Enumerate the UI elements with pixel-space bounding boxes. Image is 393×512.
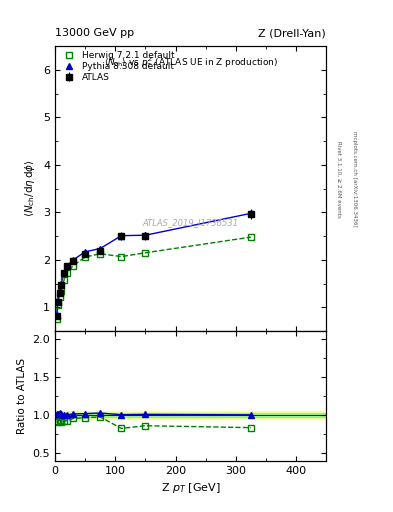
Pythia 8.308 default — [143, 232, 148, 238]
Y-axis label: $\langle N_{\rm ch}/{\rm d}\eta\,{\rm d}\phi\rangle$: $\langle N_{\rm ch}/{\rm d}\eta\,{\rm d}… — [24, 160, 37, 218]
Herwig 7.2.1 default — [65, 270, 70, 276]
Text: ATLAS_2019_I1736531: ATLAS_2019_I1736531 — [143, 218, 239, 227]
Pythia 8.308 default — [98, 245, 103, 251]
Pythia 8.308 default — [71, 257, 75, 263]
Pythia 8.308 default — [59, 281, 63, 287]
Pythia 8.308 default — [54, 312, 59, 318]
Legend: Herwig 7.2.1 default, Pythia 8.308 default, ATLAS: Herwig 7.2.1 default, Pythia 8.308 defau… — [58, 49, 177, 85]
Text: 13000 GeV pp: 13000 GeV pp — [55, 28, 134, 38]
Bar — [55, 413, 326, 417]
Pythia 8.308 default — [65, 263, 70, 269]
Text: Rivet 3.1.10, ≥ 2.6M events: Rivet 3.1.10, ≥ 2.6M events — [336, 141, 341, 218]
Herwig 7.2.1 default — [59, 288, 63, 294]
Herwig 7.2.1 default — [248, 234, 253, 240]
Herwig 7.2.1 default — [98, 251, 103, 257]
Pythia 8.308 default — [248, 210, 253, 217]
Bar — [55, 411, 326, 419]
Text: Z (Drell-Yan): Z (Drell-Yan) — [259, 28, 326, 38]
X-axis label: Z $p_T$ [GeV]: Z $p_T$ [GeV] — [161, 481, 220, 495]
Herwig 7.2.1 default — [119, 253, 124, 260]
Line: Herwig 7.2.1 default: Herwig 7.2.1 default — [53, 233, 254, 323]
Pythia 8.308 default — [119, 232, 124, 239]
Herwig 7.2.1 default — [83, 254, 88, 260]
Herwig 7.2.1 default — [57, 294, 62, 300]
Line: Pythia 8.308 default: Pythia 8.308 default — [53, 210, 254, 318]
Herwig 7.2.1 default — [71, 263, 75, 269]
Herwig 7.2.1 default — [56, 302, 61, 308]
Pythia 8.308 default — [56, 298, 61, 304]
Text: $\langle N_{\rm ch}\rangle$ vs $p_T^Z$ (ATLAS UE in Z production): $\langle N_{\rm ch}\rangle$ vs $p_T^Z$ (… — [103, 55, 278, 70]
Herwig 7.2.1 default — [62, 277, 66, 283]
Pythia 8.308 default — [83, 249, 88, 255]
Pythia 8.308 default — [57, 289, 62, 295]
Pythia 8.308 default — [62, 270, 66, 276]
Y-axis label: Ratio to ATLAS: Ratio to ATLAS — [17, 358, 27, 434]
Text: mcplots.cern.ch [arXiv:1306.3436]: mcplots.cern.ch [arXiv:1306.3436] — [352, 132, 357, 227]
Herwig 7.2.1 default — [54, 316, 59, 323]
Herwig 7.2.1 default — [143, 250, 148, 256]
